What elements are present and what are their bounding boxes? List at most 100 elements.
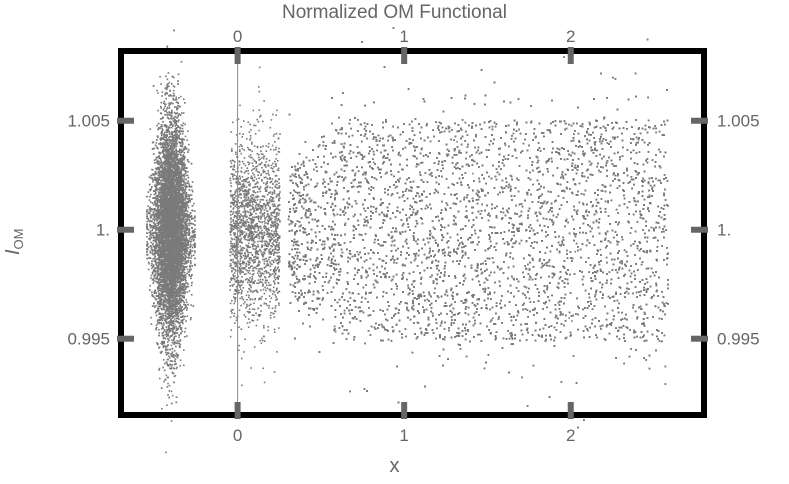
scatter-point — [173, 375, 176, 378]
scatter-point — [155, 324, 158, 327]
scatter-point — [180, 321, 182, 323]
scatter-point — [168, 111, 171, 113]
scatter-point — [166, 106, 169, 109]
scatter-point — [180, 178, 182, 180]
scatter-point — [184, 303, 187, 306]
scatter-point — [175, 122, 178, 125]
scatter-point — [171, 360, 173, 362]
scatter-point — [177, 114, 180, 116]
scatter-point — [169, 138, 171, 141]
scatter-point — [181, 162, 183, 165]
scatter-point — [165, 97, 167, 100]
scatter-point — [178, 307, 180, 310]
scatter-point — [163, 100, 166, 103]
scatter-point — [153, 178, 156, 181]
scatter-point — [178, 336, 180, 339]
scatter-point — [190, 257, 192, 259]
scatter-point — [170, 355, 173, 358]
scatter-point — [180, 179, 182, 181]
scatter-point — [147, 268, 150, 271]
scatter-point — [184, 135, 187, 138]
scatter-point — [153, 212, 155, 214]
scatter-point — [158, 332, 161, 334]
scatter-point — [165, 374, 168, 377]
scatter-point — [190, 261, 192, 264]
scatter-point — [172, 161, 174, 163]
scatter-point — [169, 102, 172, 105]
scatter-point — [153, 213, 155, 216]
scatter-point — [161, 143, 164, 146]
scatter-point — [170, 126, 173, 129]
scatter-point — [189, 318, 192, 321]
scatter-point — [179, 313, 182, 315]
scatter-point — [165, 351, 167, 354]
scatter-point — [156, 271, 158, 273]
scatter-point — [160, 105, 162, 108]
scatter-point — [184, 183, 187, 185]
scatter-point — [176, 155, 179, 158]
scatter-point — [178, 340, 180, 343]
scatter-point — [160, 342, 162, 344]
scatter-point — [186, 291, 189, 293]
scatter-point — [165, 146, 168, 149]
scatter-point — [165, 157, 167, 160]
scatter-point — [155, 158, 157, 161]
scatter-point — [172, 89, 175, 92]
scatter-point — [152, 258, 154, 260]
scatter-point — [147, 219, 150, 221]
scatter-point — [149, 284, 151, 287]
scatter-point — [162, 261, 165, 264]
scatter-points — [146, 7, 669, 454]
scatter-point — [160, 307, 162, 310]
scatter-point — [172, 120, 175, 122]
scatter-point — [157, 321, 160, 324]
scatter-point — [184, 331, 186, 333]
scatter-point — [181, 218, 184, 221]
scatter-point — [168, 144, 171, 146]
scatter-point — [186, 268, 189, 271]
scatter-point — [182, 186, 184, 189]
scatter-point — [177, 73, 180, 76]
scatter-point — [169, 367, 171, 370]
scatter-point — [194, 216, 196, 219]
scatter-point — [153, 220, 156, 222]
scatter-point — [174, 168, 176, 171]
scatter-point — [148, 231, 151, 234]
scatter-point — [175, 325, 177, 328]
scatter-point — [177, 131, 180, 133]
scatter-point — [171, 266, 173, 269]
scatter-point — [163, 324, 165, 326]
scatter-point — [191, 189, 193, 192]
scatter-point — [149, 257, 152, 260]
scatter-point — [170, 311, 172, 313]
scatter-point — [151, 168, 153, 171]
scatter-point — [161, 91, 164, 93]
scatter-point — [179, 359, 182, 361]
scatter-point — [183, 152, 186, 154]
scatter-point — [180, 95, 182, 98]
scatter-point — [156, 222, 158, 224]
scatter-point — [166, 108, 168, 110]
scatter-point — [189, 194, 192, 196]
scatter-point — [148, 262, 151, 265]
scatter-point — [164, 110, 166, 112]
scatter-point — [153, 292, 156, 295]
scatter-point — [187, 285, 190, 288]
scatter-point — [159, 277, 161, 279]
scatter-point — [180, 154, 182, 157]
scatter-point — [147, 205, 149, 207]
scatter-point — [177, 356, 179, 359]
scatter-point — [184, 327, 187, 330]
scatter-point — [164, 131, 166, 134]
scatter-point — [155, 304, 157, 307]
scatter-point — [189, 243, 192, 245]
scatter-point — [170, 368, 173, 370]
scatter-point — [166, 111, 168, 114]
scatter-point — [155, 142, 158, 144]
scatter-point — [163, 340, 166, 343]
scatter-point — [161, 294, 164, 296]
scatter-point — [159, 75, 161, 78]
scatter-point — [190, 238, 193, 241]
scatter-point — [171, 309, 173, 311]
scatter-point — [150, 274, 153, 277]
